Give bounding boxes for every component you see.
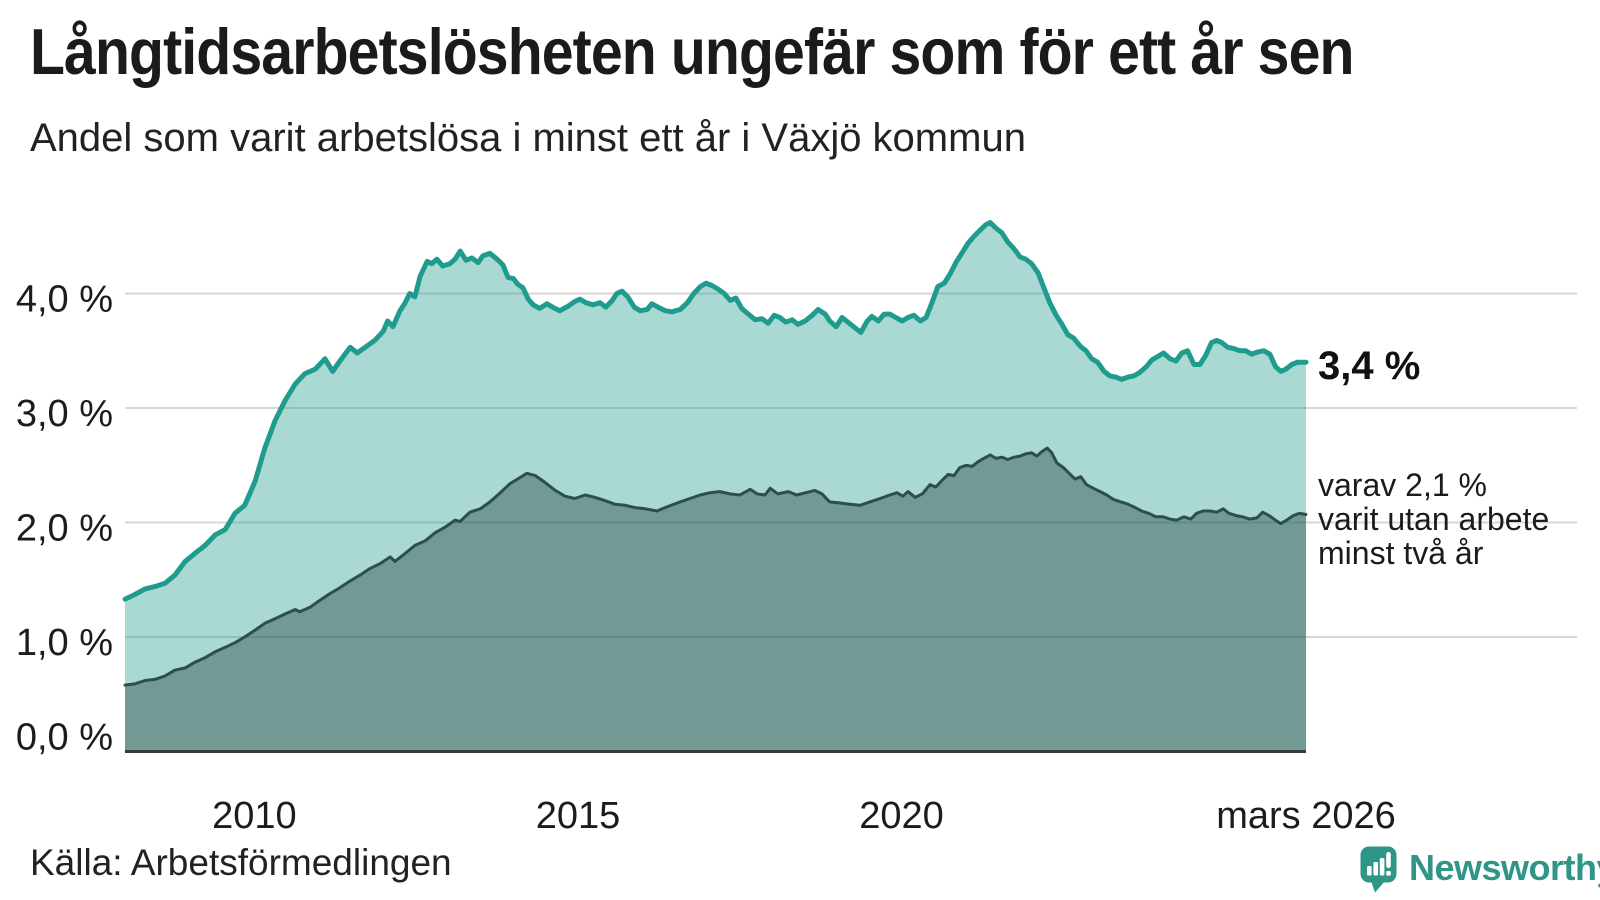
series-end-annotation-two-years: varav 2,1 % varit utan arbete minst två …: [1318, 468, 1549, 570]
line-minst-tva-ar: [123, 446, 1308, 687]
source-credit: Källa: Arbetsförmedlingen: [30, 842, 452, 883]
annotation-line: varav 2,1 %: [1318, 467, 1487, 503]
x-tick-label: mars 2026: [1216, 795, 1396, 837]
series-end-value-total: 3,4 %: [1318, 344, 1421, 388]
annotation-line: varit utan arbete: [1318, 501, 1550, 537]
annotation-line: minst två år: [1318, 535, 1484, 571]
chart-subtitle: Andel som varit arbetslösa i minst ett å…: [30, 116, 1026, 160]
y-tick-label: 4,0 %: [16, 279, 113, 321]
newsworthy-wordmark: Newsworthy: [1409, 847, 1600, 888]
newsworthy-logo: Newsworthy: [1360, 846, 1600, 893]
x-tick-label: 2010: [212, 795, 297, 837]
x-tick-label: 2015: [536, 795, 621, 837]
y-tick-label: 0,0 %: [16, 717, 113, 759]
line-minst-ett-ar: [122, 220, 1309, 602]
y-tick-label: 2,0 %: [16, 508, 113, 550]
newsworthy-speech-bubble-bar-chart-icon: [1360, 846, 1397, 893]
chart-title: Långtidsarbetslösheten ungefär som för e…: [30, 15, 1354, 88]
y-tick-label: 1,0 %: [16, 622, 113, 664]
area-minst-tva-ar: [125, 448, 1306, 752]
area-minst-ett-ar: [125, 222, 1306, 752]
x-tick-label: 2020: [859, 795, 944, 837]
y-tick-label: 3,0 %: [16, 393, 113, 435]
